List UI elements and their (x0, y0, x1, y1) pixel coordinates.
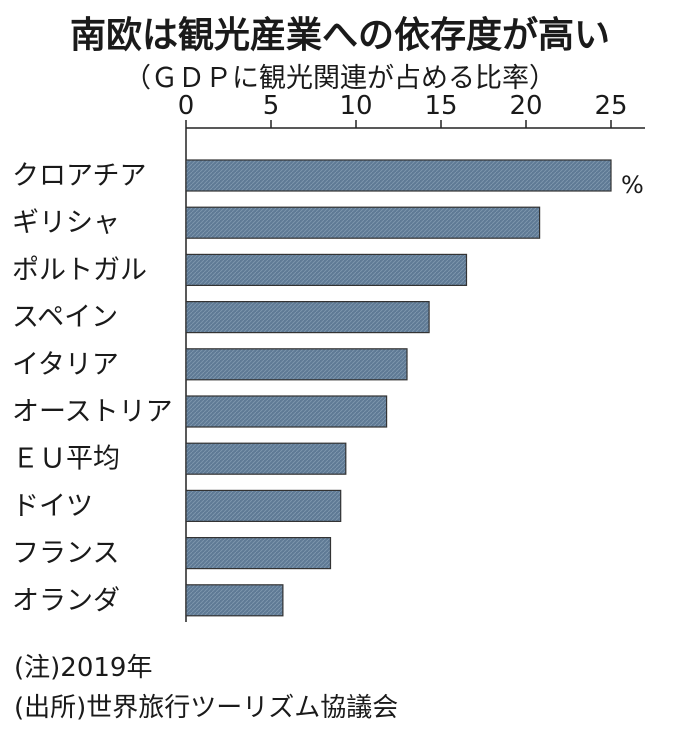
category-label: スペイン (12, 302, 118, 333)
bar (185, 206, 541, 239)
category-label: ドイツ (12, 491, 93, 522)
bar (185, 348, 408, 381)
bar (185, 253, 468, 286)
x-tick-label: 0 (178, 91, 195, 121)
category-label: ＥＵ平均 (12, 444, 120, 475)
x-tick-label: 20 (509, 91, 542, 121)
category-label: オーストリア (12, 397, 173, 428)
category-label: フランス (12, 538, 119, 569)
bar (185, 301, 430, 334)
note-source: (出所)世界旅行ツーリズム協議会 (14, 693, 399, 723)
bar (185, 489, 342, 522)
category-label: クロアチア (12, 161, 146, 192)
note-year: (注)2019年 (14, 653, 153, 683)
bar (185, 159, 612, 192)
x-tick-label: 15 (424, 91, 457, 121)
bar (185, 442, 347, 475)
x-tick-label: 25 (594, 91, 627, 121)
category-label: イタリア (12, 349, 119, 380)
chart-subtitle: （ＧＤＰに観光関連が占める比率） (124, 63, 556, 94)
unit-label: % (621, 171, 644, 199)
chart-title: 南欧は観光産業への依存度が高い (69, 15, 610, 56)
bar (185, 395, 388, 428)
category-label: オランダ (12, 585, 120, 616)
category-label: ギリシャ (12, 208, 120, 239)
category-label: ポルトガル (12, 255, 147, 286)
bar (185, 536, 332, 570)
x-tick-label: 5 (263, 91, 280, 121)
x-tick-label: 10 (339, 91, 372, 121)
bar (185, 584, 284, 617)
